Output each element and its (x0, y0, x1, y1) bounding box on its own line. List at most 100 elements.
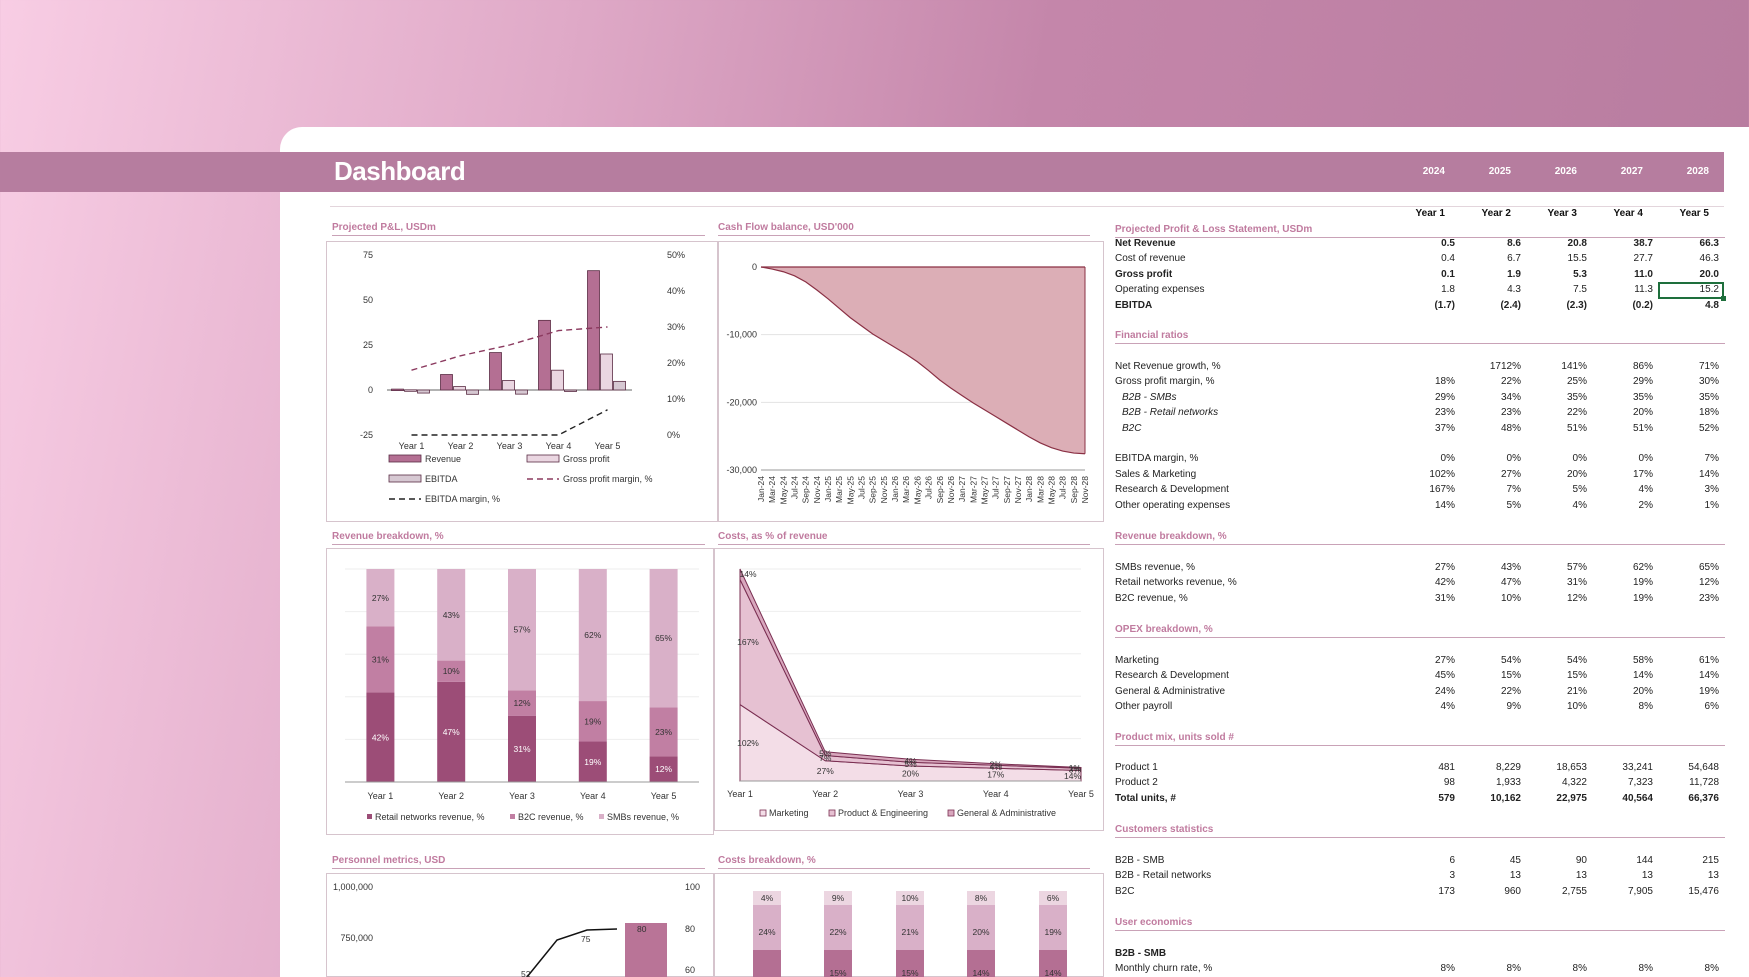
row-value[interactable]: 0.5 (1441, 238, 1455, 249)
row-value[interactable]: 13 (1509, 870, 1521, 882)
row-value[interactable]: 4% (1440, 701, 1455, 713)
row-value[interactable]: 7.5 (1573, 284, 1587, 296)
row-value[interactable]: 29% (1434, 391, 1455, 403)
row-value[interactable]: 45 (1509, 855, 1521, 866)
row-value[interactable]: 14% (1698, 670, 1719, 682)
row-value[interactable]: 5% (1506, 499, 1521, 511)
row-value[interactable]: 14% (1434, 499, 1455, 511)
row-value[interactable]: 90 (1575, 855, 1587, 866)
row-value[interactable]: 57% (1566, 562, 1587, 573)
row-value[interactable]: 167% (1429, 484, 1455, 496)
row-value[interactable]: 11.0 (1634, 268, 1653, 280)
row-value[interactable]: 9% (1506, 701, 1521, 713)
row-value[interactable]: 1,933 (1495, 777, 1521, 789)
row-value[interactable]: 14% (1632, 670, 1653, 682)
row-value[interactable]: 1712% (1489, 361, 1521, 372)
row-value[interactable]: 7,323 (1627, 777, 1653, 789)
row-value[interactable]: 13 (1575, 870, 1587, 882)
row-value[interactable]: 8% (1704, 963, 1719, 975)
row-value[interactable]: 6% (1704, 701, 1719, 713)
row-value[interactable]: 17% (1632, 468, 1653, 480)
row-value[interactable]: 15.5 (1567, 253, 1587, 265)
row-value[interactable]: (0.2) (1632, 299, 1653, 311)
row-value[interactable]: 13 (1641, 870, 1653, 882)
row-value[interactable]: 62% (1632, 562, 1653, 573)
row-value[interactable]: 15.2 (1699, 284, 1719, 296)
row-value[interactable]: 141% (1561, 361, 1587, 372)
row-value[interactable]: 8% (1572, 963, 1587, 975)
row-value[interactable]: 0.4 (1441, 253, 1455, 265)
row-value[interactable]: 20% (1632, 685, 1653, 697)
row-value[interactable]: 6 (1449, 855, 1455, 866)
row-value[interactable]: 54% (1500, 655, 1521, 666)
row-value[interactable]: 34% (1500, 391, 1521, 403)
row-value[interactable]: 27% (1434, 562, 1455, 573)
row-value[interactable]: 7% (1704, 453, 1719, 465)
row-value[interactable]: 20.0 (1699, 268, 1719, 280)
row-value[interactable]: 27% (1500, 468, 1521, 480)
row-value[interactable]: 144 (1636, 855, 1653, 866)
row-value[interactable]: 45% (1434, 670, 1455, 682)
row-value[interactable]: 11,728 (1689, 777, 1719, 789)
row-value[interactable]: 2,755 (1561, 885, 1587, 897)
row-value[interactable]: 8% (1638, 963, 1653, 975)
row-value[interactable]: 8% (1440, 963, 1455, 975)
row-value[interactable]: 33,241 (1622, 762, 1653, 773)
row-value[interactable]: 0% (1506, 453, 1521, 465)
row-value[interactable]: 18% (1434, 376, 1455, 388)
row-value[interactable]: 27.7 (1633, 253, 1653, 265)
row-value[interactable]: 4,322 (1561, 777, 1587, 789)
row-value[interactable]: 5% (1572, 484, 1587, 496)
row-value[interactable]: 173 (1438, 885, 1455, 897)
row-value[interactable]: 13 (1707, 870, 1719, 882)
row-value[interactable]: 102% (1429, 468, 1455, 480)
row-value[interactable]: (2.3) (1566, 299, 1587, 311)
row-value[interactable]: 29% (1632, 376, 1653, 388)
row-value[interactable]: 0% (1572, 453, 1587, 465)
row-value[interactable]: 8% (1638, 701, 1653, 713)
row-value[interactable]: 579 (1438, 792, 1455, 804)
row-value[interactable]: 14% (1698, 468, 1719, 480)
row-value[interactable]: 23% (1434, 407, 1455, 419)
row-value[interactable]: 47% (1500, 577, 1521, 589)
row-value[interactable]: 43% (1500, 562, 1521, 573)
row-value[interactable]: 20% (1632, 407, 1653, 419)
row-value[interactable]: 10% (1500, 592, 1521, 604)
row-value[interactable]: 61% (1698, 655, 1719, 666)
row-value[interactable]: 86% (1632, 361, 1653, 372)
row-value[interactable]: 8% (1506, 963, 1521, 975)
row-value[interactable]: 15% (1500, 670, 1521, 682)
row-value[interactable]: 0% (1638, 453, 1653, 465)
row-value[interactable]: 20% (1566, 468, 1587, 480)
row-value[interactable]: 31% (1566, 577, 1587, 589)
row-value[interactable]: 10,162 (1490, 792, 1521, 804)
row-value[interactable]: 1.8 (1441, 284, 1455, 296)
row-value[interactable]: 4% (1638, 484, 1653, 496)
row-value[interactable]: 65% (1698, 562, 1719, 573)
row-value[interactable]: 58% (1632, 655, 1653, 666)
row-value[interactable]: 22% (1500, 685, 1521, 697)
row-value[interactable]: 40,564 (1622, 792, 1653, 804)
row-value[interactable]: 12% (1698, 577, 1719, 589)
selected-cell[interactable] (1658, 282, 1726, 301)
row-value[interactable]: 18,653 (1556, 762, 1587, 773)
row-value[interactable]: 25% (1566, 376, 1587, 388)
row-value[interactable]: 38.7 (1633, 238, 1653, 249)
row-value[interactable]: 4.3 (1507, 284, 1521, 296)
row-value[interactable]: 35% (1566, 391, 1587, 403)
row-value[interactable]: 52% (1698, 422, 1719, 434)
row-value[interactable]: 19% (1632, 592, 1653, 604)
row-value[interactable]: 960 (1504, 885, 1521, 897)
row-value[interactable]: 10% (1566, 701, 1587, 713)
row-value[interactable]: 35% (1632, 391, 1653, 403)
row-value[interactable]: 0% (1440, 453, 1455, 465)
row-value[interactable]: 37% (1434, 422, 1455, 434)
row-value[interactable]: 481 (1438, 762, 1455, 773)
row-value[interactable]: 4.8 (1705, 299, 1719, 311)
row-value[interactable]: 15% (1566, 670, 1587, 682)
row-value[interactable]: 19% (1632, 577, 1653, 589)
row-value[interactable]: 18% (1698, 407, 1719, 419)
row-value[interactable]: 71% (1698, 361, 1719, 372)
row-value[interactable]: 2% (1638, 499, 1653, 511)
row-value[interactable]: 1% (1704, 499, 1719, 511)
